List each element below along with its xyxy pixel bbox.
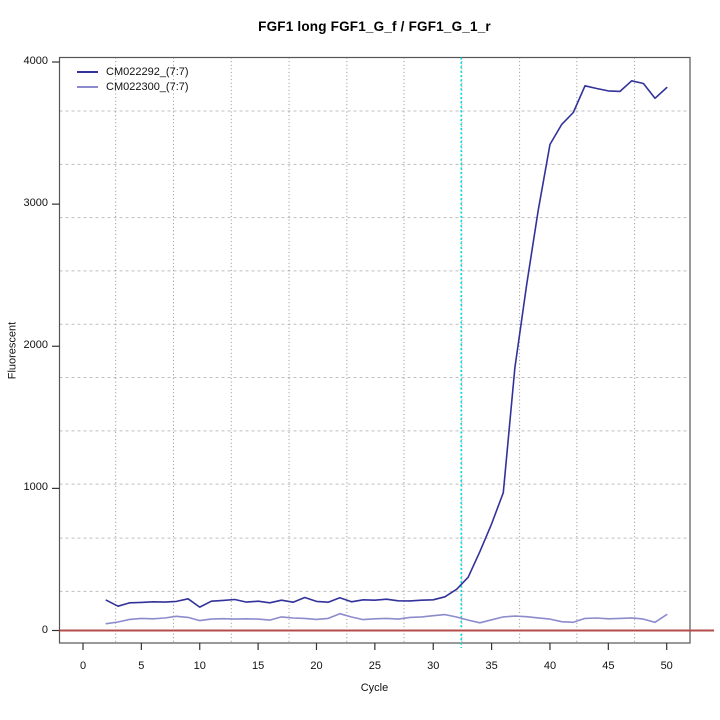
legend: CM022292_(7:7) CM022300_(7:7) (77, 64, 189, 94)
y-tick-label: 2000 (23, 339, 48, 352)
series-line-CM022300_(7:7) (105, 612, 668, 625)
x-axis-title: Cycle (360, 682, 389, 694)
legend-swatch-line (77, 70, 98, 73)
x-tick-label: 30 (427, 660, 440, 672)
legend-item-label: CM022292_(7:7) (106, 65, 189, 78)
y-tick-label: 4000 (23, 55, 48, 68)
x-tick-label: 25 (368, 660, 381, 672)
y-tick-label: 3000 (23, 197, 48, 210)
x-tick-label: 15 (251, 660, 265, 672)
chart-title: FGF1 long FGF1_G_f / FGF1_G_1_r (258, 19, 491, 34)
x-tick-label: 20 (310, 660, 323, 672)
legend-item: CM022292_(7:7) (77, 64, 189, 79)
legend-swatch-line (77, 85, 98, 88)
x-tick-label: 10 (193, 660, 206, 672)
y-tick-label: 1000 (23, 481, 48, 494)
x-tick-label: 45 (602, 660, 615, 672)
x-tick-label: 40 (543, 660, 557, 672)
x-tick-label: 5 (138, 660, 145, 672)
y-tick-label: 0 (41, 623, 48, 636)
plot-border (58, 56, 691, 644)
legend-item-label: CM022300_(7:7) (106, 80, 189, 93)
series-line-CM022292_(7:7) (105, 80, 668, 608)
legend-item: CM022300_(7:7) (77, 79, 189, 94)
x-tick-label: 0 (79, 660, 87, 672)
x-tick-label: 50 (660, 660, 673, 672)
x-tick-label: 35 (485, 660, 498, 672)
